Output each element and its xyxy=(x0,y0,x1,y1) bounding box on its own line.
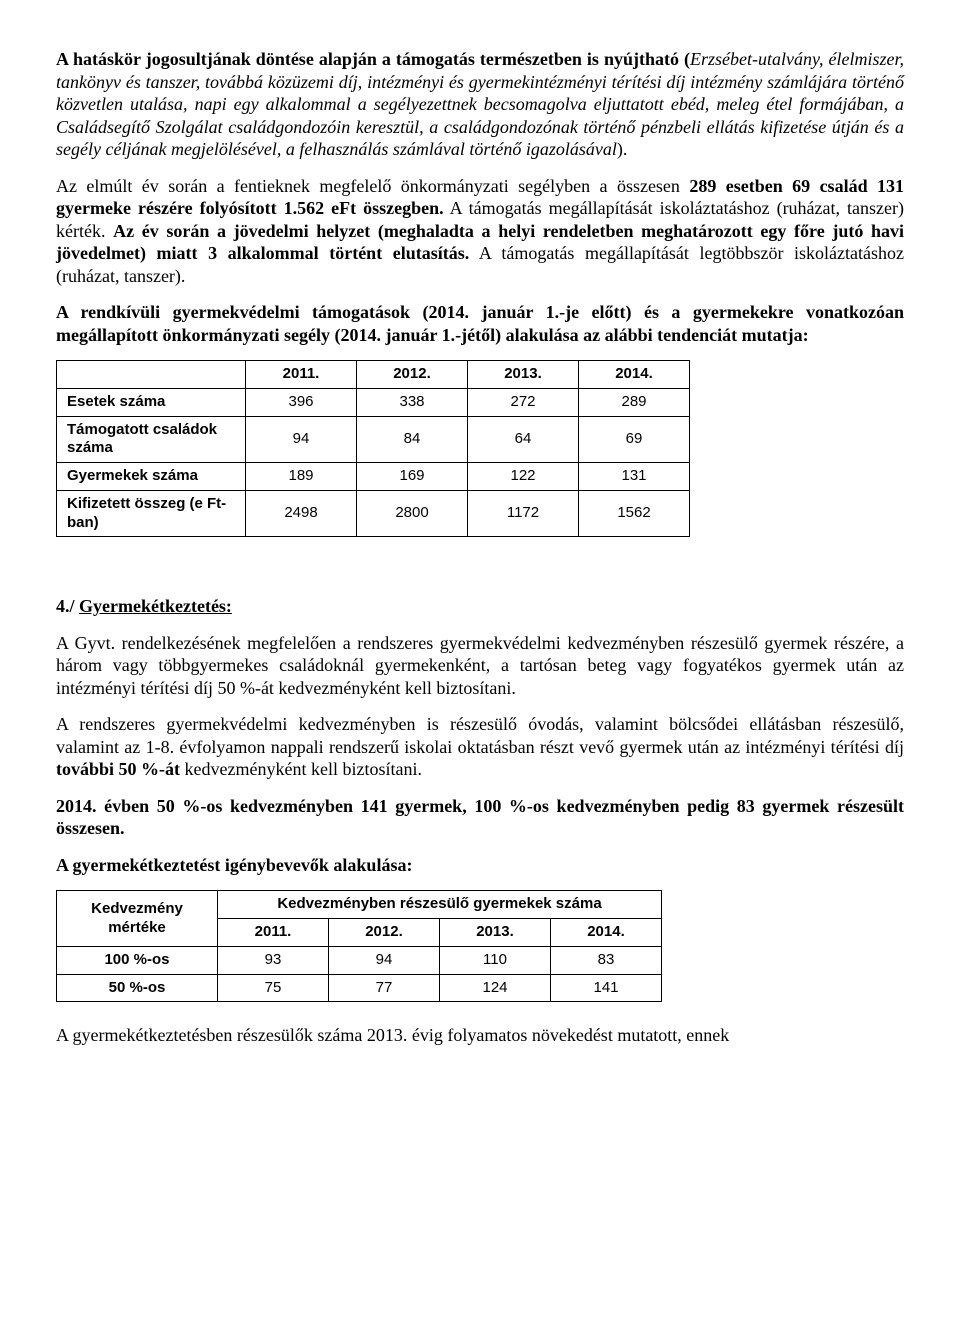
paragraph-7: A gyermekétkeztetést igénybevevők alakul… xyxy=(56,854,904,877)
table1-header-row: 2011. 2012. 2013. 2014. xyxy=(57,361,690,389)
t1r3v3: 1562 xyxy=(579,490,690,537)
t2r1v0: 75 xyxy=(218,974,329,1002)
table2-header-row-1: Kedvezmény mértéke Kedvezményben részesü… xyxy=(57,891,662,919)
paragraph-3: A rendkívüli gyermekvédelmi támogatások … xyxy=(56,301,904,346)
table1-h3: 2013. xyxy=(468,361,579,389)
paragraph-1: A hatáskör jogosultjának döntése alapján… xyxy=(56,48,904,161)
t1r2-label: Gyermekek száma xyxy=(57,463,246,491)
para5-b1: további 50 %-át xyxy=(56,759,180,779)
para1-lead: A hatáskör jogosultjának döntése alapján… xyxy=(56,49,690,69)
t2r0-label: 100 %-os xyxy=(57,946,218,974)
t2-row-header: Kedvezmény mértéke xyxy=(57,891,218,947)
section-4-title-underline: Gyermekétkeztetés: xyxy=(79,596,232,616)
t1r0v3: 289 xyxy=(579,388,690,416)
t1r2v1: 169 xyxy=(357,463,468,491)
para5-t2: kedvezményként kell biztosítani. xyxy=(180,759,422,779)
table2-row-0: 100 %-os 93 94 110 83 xyxy=(57,946,662,974)
table1-row-3: Kifizetett összeg (e Ft-ban) 2498 2800 1… xyxy=(57,490,690,537)
table1-row-1: Támogatott családok száma 94 84 64 69 xyxy=(57,416,690,463)
section-4-prefix: 4./ xyxy=(56,596,75,616)
t2-merged-header: Kedvezményben részesülő gyermekek száma xyxy=(218,891,662,919)
paragraph-5: A rendszeres gyermekvédelmi kedvezménybe… xyxy=(56,713,904,781)
t2-yh0: 2011. xyxy=(218,919,329,947)
t1r2v3: 131 xyxy=(579,463,690,491)
t2r0v2: 110 xyxy=(440,946,551,974)
table2-row-1: 50 %-os 75 77 124 141 xyxy=(57,974,662,1002)
table1-h1: 2011. xyxy=(246,361,357,389)
t1r1v1: 84 xyxy=(357,416,468,463)
t1r2v2: 122 xyxy=(468,463,579,491)
t2r0v1: 94 xyxy=(329,946,440,974)
table-trends: 2011. 2012. 2013. 2014. Esetek száma 396… xyxy=(56,360,690,537)
t2r0v0: 93 xyxy=(218,946,329,974)
table-meal-discounts: Kedvezmény mértéke Kedvezményben részesü… xyxy=(56,890,662,1002)
paragraph-8: A gyermekétkeztetésben részesülők száma … xyxy=(56,1024,904,1047)
t1r3v2: 1172 xyxy=(468,490,579,537)
t2r1-label: 50 %-os xyxy=(57,974,218,1002)
table1-h4: 2014. xyxy=(579,361,690,389)
t1r3-label: Kifizetett összeg (e Ft-ban) xyxy=(57,490,246,537)
t2r0v3: 83 xyxy=(551,946,662,974)
section-4-heading: 4./ Gyermekétkeztetés: xyxy=(56,595,904,618)
t2-yh1: 2012. xyxy=(329,919,440,947)
table1-row-0: Esetek száma 396 338 272 289 xyxy=(57,388,690,416)
t1r1v0: 94 xyxy=(246,416,357,463)
para5-t1: A rendszeres gyermekvédelmi kedvezménybe… xyxy=(56,714,904,757)
para2-t1: Az elmúlt év során a fentieknek megfelel… xyxy=(56,176,689,196)
t1r1v2: 64 xyxy=(468,416,579,463)
t1r1v3: 69 xyxy=(579,416,690,463)
t1r1-label: Támogatott családok száma xyxy=(57,416,246,463)
table1-row-2: Gyermekek száma 189 169 122 131 xyxy=(57,463,690,491)
paragraph-6: 2014. évben 50 %-os kedvezményben 141 gy… xyxy=(56,795,904,840)
table1-h2: 2012. xyxy=(357,361,468,389)
paragraph-4: A Gyvt. rendelkezésének megfelelően a re… xyxy=(56,632,904,700)
table1-h0 xyxy=(57,361,246,389)
t1r0v0: 396 xyxy=(246,388,357,416)
para1-close: ). xyxy=(617,139,628,159)
t2r1v2: 124 xyxy=(440,974,551,1002)
paragraph-2: Az elmúlt év során a fentieknek megfelel… xyxy=(56,175,904,288)
t2-yh2: 2013. xyxy=(440,919,551,947)
t1r2v0: 189 xyxy=(246,463,357,491)
t1r0-label: Esetek száma xyxy=(57,388,246,416)
t1r0v1: 338 xyxy=(357,388,468,416)
t2-yh3: 2014. xyxy=(551,919,662,947)
t1r3v1: 2800 xyxy=(357,490,468,537)
t1r0v2: 272 xyxy=(468,388,579,416)
t1r3v0: 2498 xyxy=(246,490,357,537)
t2r1v3: 141 xyxy=(551,974,662,1002)
t2r1v1: 77 xyxy=(329,974,440,1002)
